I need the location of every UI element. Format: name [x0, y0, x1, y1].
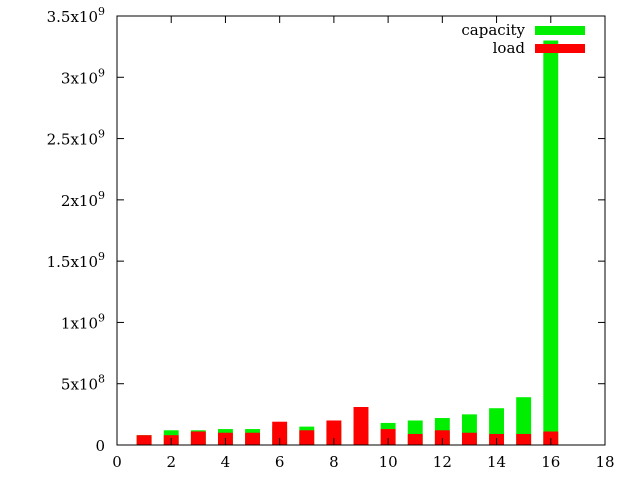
y-tick-label: 2x109	[61, 189, 105, 210]
x-tick-label: 4	[221, 453, 231, 471]
load-bar	[516, 433, 532, 445]
load-bar	[326, 420, 342, 445]
legend-label-load: load	[493, 39, 526, 57]
x-tick-label: 18	[595, 453, 614, 471]
x-tick-label: 6	[275, 453, 285, 471]
y-tick-label: 2.5x109	[47, 128, 105, 149]
load-bar	[190, 431, 206, 445]
load-bar	[272, 421, 288, 445]
x-tick-label: 16	[541, 453, 560, 471]
legend-swatch-load	[535, 44, 585, 53]
x-tick-label: 14	[487, 453, 506, 471]
load-bar	[407, 433, 423, 445]
y-tick-label: 3.5x109	[47, 5, 105, 26]
legend-label-capacity: capacity	[461, 21, 525, 39]
capacity-bar	[543, 40, 559, 446]
y-tick-label: 1.5x109	[47, 250, 105, 271]
load-bar	[380, 429, 396, 445]
load-bar	[434, 430, 450, 445]
load-bar	[461, 432, 477, 445]
bars-layer	[136, 40, 559, 446]
x-tick-label: 10	[379, 453, 398, 471]
y-tick-label: 5x108	[61, 373, 105, 394]
load-bar	[245, 432, 261, 445]
legend-swatch-capacity	[535, 26, 585, 35]
x-tick-label: 12	[433, 453, 452, 471]
load-bar	[299, 430, 315, 445]
plot-frame	[116, 15, 606, 446]
load-bar	[353, 407, 369, 445]
axes-layer	[116, 15, 606, 446]
x-tick-label: 8	[329, 453, 339, 471]
load-bar	[136, 435, 152, 445]
capacity-bar	[516, 397, 532, 445]
y-tick-label: 1x109	[61, 311, 105, 332]
y-tick-label: 0	[95, 437, 105, 455]
x-tick-label: 2	[166, 453, 176, 471]
ticks-layer: 0 2 4 6 8 10 12 14 16 18 0 5x108 1x109 1.5x109 2x109 2.…	[47, 5, 615, 471]
x-tick-label: 0	[112, 453, 122, 471]
y-tick-label: 3x109	[61, 66, 105, 87]
